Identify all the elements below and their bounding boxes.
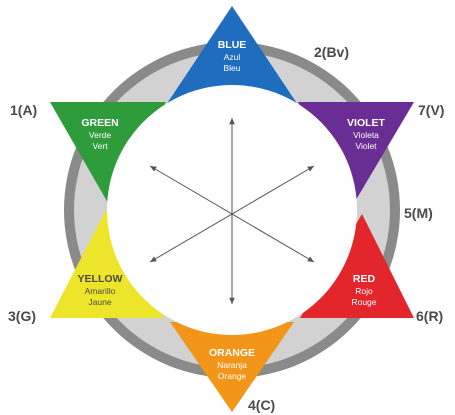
yellow-name: YELLOW	[78, 273, 123, 285]
orange-alt1: Naranja	[217, 360, 247, 370]
yellow-alt1: Amarillo	[85, 286, 116, 296]
green-alt2: Vert	[92, 141, 108, 151]
orange-alt2: Orange	[218, 371, 247, 381]
red-name: RED	[353, 273, 376, 285]
violet-name: VIOLET	[347, 117, 386, 129]
violet-alt1: Violeta	[353, 130, 379, 140]
label-3-g: 3(G)	[8, 308, 36, 324]
orange-segment	[170, 322, 294, 412]
diagonal-arrow-right	[149, 165, 315, 263]
red-segment	[300, 214, 414, 318]
blue-alt1: Azul	[224, 52, 241, 62]
orange-name: ORANGE	[209, 347, 255, 359]
label-1-a: 1(A)	[10, 102, 37, 118]
red-alt1: Rojo	[355, 286, 373, 296]
label-4-c: 4(C)	[248, 397, 275, 413]
blue-name: BLUE	[218, 39, 247, 51]
green-name: GREEN	[81, 117, 118, 129]
yellow-alt2: Jaune	[88, 297, 111, 307]
yellow-segment	[50, 210, 164, 318]
violet-alt2: Violet	[355, 141, 377, 151]
green-alt1: Verde	[89, 130, 111, 140]
blue-alt2: Bleu	[223, 63, 240, 73]
label-7-v: 7(V)	[418, 102, 444, 118]
red-alt2: Rouge	[351, 297, 376, 307]
label-6-r: 6(R)	[416, 308, 443, 324]
blue-segment	[164, 6, 300, 108]
label-2-bv: 2(Bv)	[314, 44, 349, 60]
label-5-m: 5(M)	[404, 205, 433, 221]
